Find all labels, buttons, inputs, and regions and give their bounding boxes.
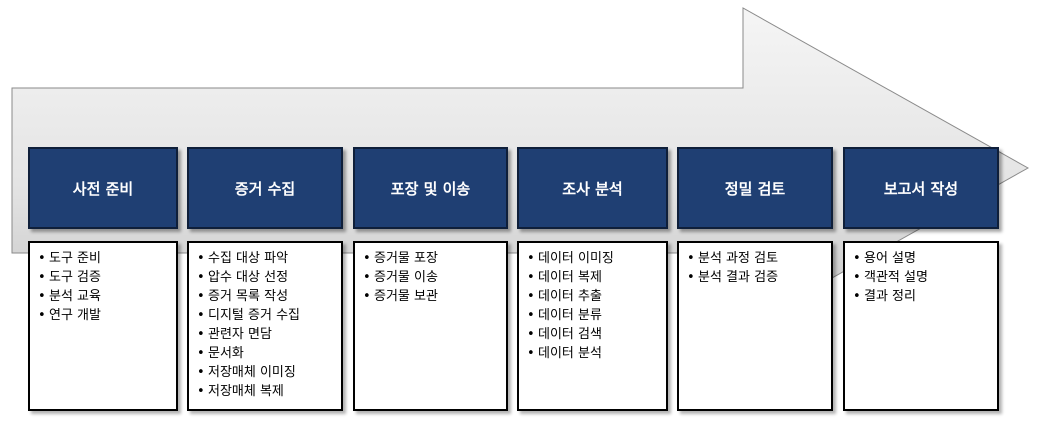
stage-header-report: 보고서 작성 (843, 147, 999, 229)
stage-header-prep: 사전 준비 (28, 147, 178, 229)
stage-list-analysis: • 데이터 이미징 • 데이터 복제 • 데이터 추출 • 데이터 분류 • 데이터 검색… (517, 241, 668, 411)
list-item: • 저장매체 복제 (197, 384, 284, 399)
list-item: • 저장매체 이미징 (197, 365, 296, 380)
list-item: • 연구 개발 (38, 308, 101, 323)
list-item: • 데이터 복제 (527, 270, 602, 285)
list-item: • 용어 설명 (853, 251, 916, 266)
stage-list-report: • 용어 설명 • 객관적 설명 • 결과 정리 (843, 241, 999, 411)
list-item: • 결과 정리 (853, 289, 916, 304)
list-item: • 데이터 추출 (527, 289, 602, 304)
list-item: • 증거물 보관 (363, 289, 438, 304)
list-item: • 분석 과정 검토 (687, 251, 779, 266)
stage-title: 정밀 검토 (724, 179, 786, 198)
list-item: • 증거물 이송 (363, 270, 438, 285)
stage-list-transport: • 증거물 포장 • 증거물 이송 • 증거물 보관 (353, 241, 508, 411)
stage-title: 증거 수집 (234, 179, 296, 198)
list-item: • 분석 결과 검증 (687, 270, 779, 285)
stage-title: 포장 및 이송 (390, 179, 471, 198)
stage-title: 사전 준비 (72, 179, 134, 198)
list-item: • 데이터 이미징 (527, 251, 614, 266)
stage-header-collection: 증거 수집 (187, 147, 343, 229)
list-item: • 증거물 포장 (363, 251, 438, 266)
list-item: • 도구 검증 (38, 270, 101, 285)
stage-list-collection: • 수집 대상 파악 • 압수 대상 선정 • 증거 목록 작성 • 디지털 증거 수집… (187, 241, 343, 411)
stage-header-transport: 포장 및 이송 (353, 147, 508, 229)
list-item: • 데이터 분류 (527, 308, 602, 323)
list-item: • 관련자 면담 (197, 327, 272, 342)
list-item: • 증거 목록 작성 (197, 289, 289, 304)
list-item: • 객관적 설명 (853, 270, 928, 285)
list-item: • 압수 대상 선정 (197, 270, 289, 285)
list-item: • 문서화 (197, 346, 244, 361)
list-item: • 데이터 검색 (527, 327, 602, 342)
list-item: • 데이터 분석 (527, 346, 602, 361)
stage-header-review: 정밀 검토 (677, 147, 833, 229)
list-item: • 수집 대상 파악 (197, 251, 289, 266)
list-item: • 디지털 증거 수집 (197, 308, 300, 323)
stage-title: 조사 분석 (562, 179, 623, 198)
list-item: • 도구 준비 (38, 251, 101, 266)
stage-list-review: • 분석 과정 검토 • 분석 결과 검증 (677, 241, 833, 411)
stage-header-analysis: 조사 분석 (517, 147, 668, 229)
list-item: • 분석 교육 (38, 289, 101, 304)
stage-list-prep: • 도구 준비 • 도구 검증 • 분석 교육 • 연구 개발 (28, 241, 178, 411)
stage-title: 보고서 작성 (883, 179, 959, 198)
